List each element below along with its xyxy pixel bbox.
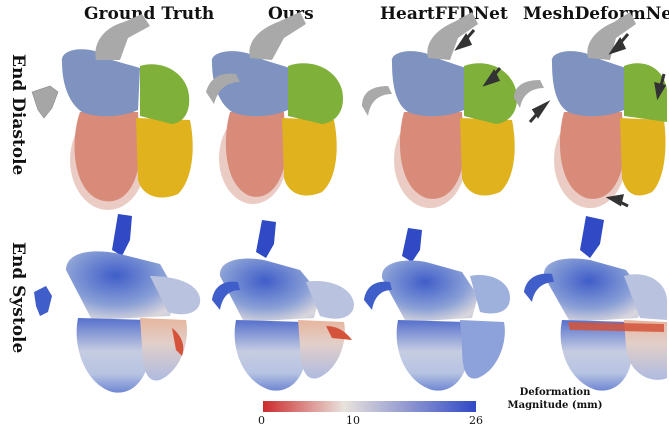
- es-heartffdnet-heart: [364, 228, 510, 391]
- es-ours-heart: [212, 220, 354, 391]
- colorbar-title: Deformation Magnitude (mm): [500, 386, 610, 412]
- ed-ground-truth-heart: [61, 14, 193, 210]
- ed-heartffdnet-arrow: [454, 29, 502, 87]
- es-meshdeformnet-heart: [524, 216, 667, 391]
- colorbar-tick-10: 10: [346, 414, 360, 427]
- ed-ours-heart: [206, 12, 344, 204]
- ed-heartffdnet-heart: [362, 12, 518, 208]
- colorbar-title-line2: Magnitude (mm): [507, 400, 603, 411]
- ed-meshdeformnet-heart: [514, 12, 667, 208]
- ed-stray-fragment: [31, 85, 59, 119]
- es-stray-fragment: [34, 286, 52, 316]
- es-ground-truth-heart: [66, 214, 201, 393]
- ed-meshdeformnet-arrows: [528, 33, 667, 208]
- colorbar-title-line1: Deformation: [519, 387, 591, 398]
- header-heartffdnet: HeartFFDNet: [380, 4, 508, 24]
- colorbar-tick-0: 0: [258, 414, 265, 427]
- header-ground-truth: Ground Truth: [84, 4, 215, 24]
- colorbar-gradient: [263, 401, 476, 412]
- colorbar-tick-26: 26: [469, 414, 483, 427]
